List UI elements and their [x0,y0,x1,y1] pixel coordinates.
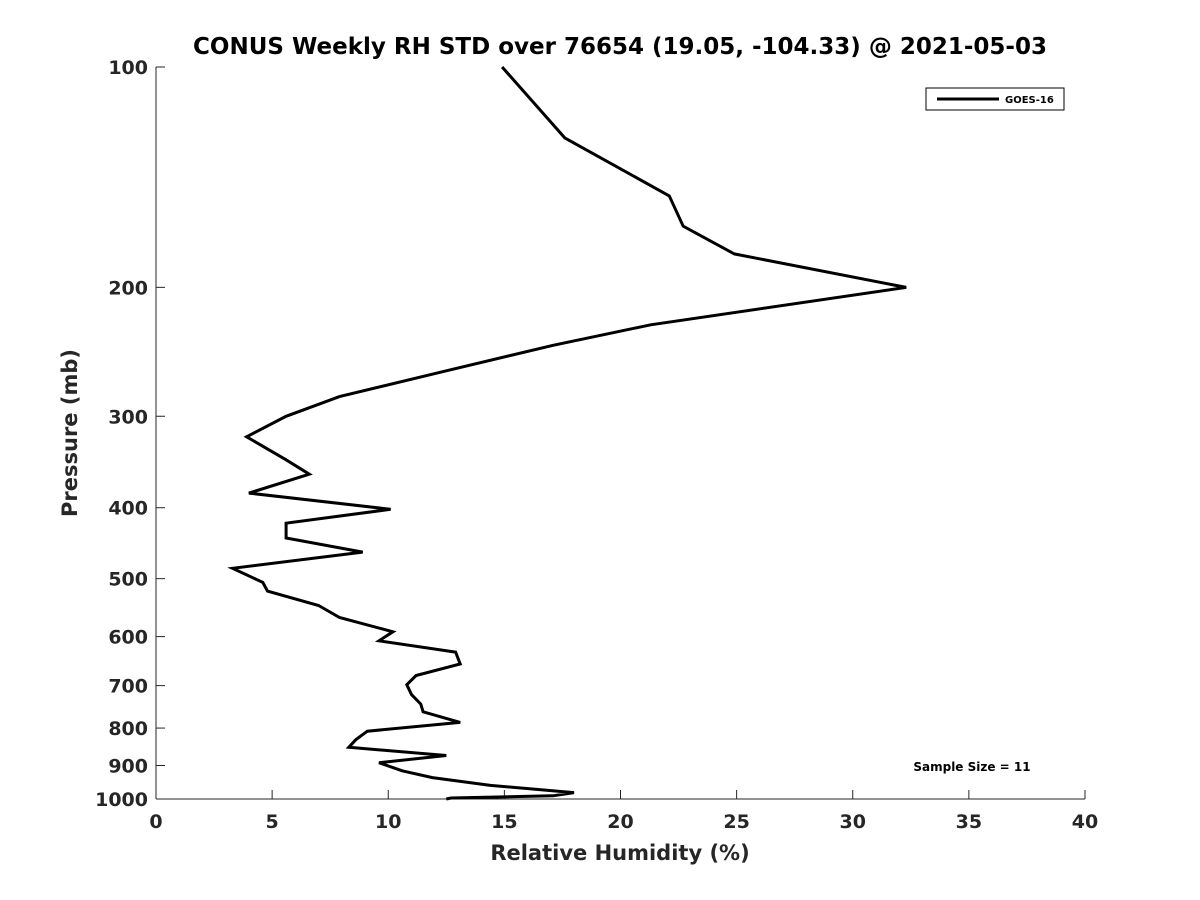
y-tick-label: 200 [108,277,148,299]
y-tick-label: 700 [108,676,148,698]
y-tick-label: 100 [108,57,148,79]
y-tick-label: 400 [108,498,148,520]
y-ticks: 100 200 300 400 500 600 700 800 900 1000 [95,57,165,811]
x-tick-label: 15 [491,811,517,833]
y-tick-label: 600 [108,627,148,649]
y-tick-label: 800 [108,718,148,740]
y-tick-label: 500 [108,569,148,591]
legend-label-goes-16: GOES-16 [1005,95,1054,106]
x-tick-label: 0 [149,811,162,833]
series-line-goes-16 [227,66,907,801]
x-tick-label: 25 [723,811,749,833]
y-tick-label: 1000 [95,789,148,811]
x-tick-label: 40 [1072,811,1098,833]
y-axis-label: Pressure (mb) [58,349,82,517]
x-tick-label: 35 [956,811,982,833]
y-tick-label: 300 [108,406,148,428]
x-tick-label: 30 [840,811,866,833]
legend: GOES-16 [925,87,1065,111]
chart-title: CONUS Weekly RH STD over 76654 (19.05, -… [193,34,1047,60]
series-group [227,66,907,801]
x-ticks: 0 5 10 15 20 25 30 35 40 [149,790,1098,833]
sample-size-annotation: Sample Size = 11 [913,760,1030,774]
y-tick-label: 900 [108,756,148,778]
x-axis-label: Relative Humidity (%) [490,841,749,865]
x-tick-label: 20 [607,811,633,833]
x-tick-label: 10 [375,811,401,833]
x-tick-label: 5 [266,811,279,833]
